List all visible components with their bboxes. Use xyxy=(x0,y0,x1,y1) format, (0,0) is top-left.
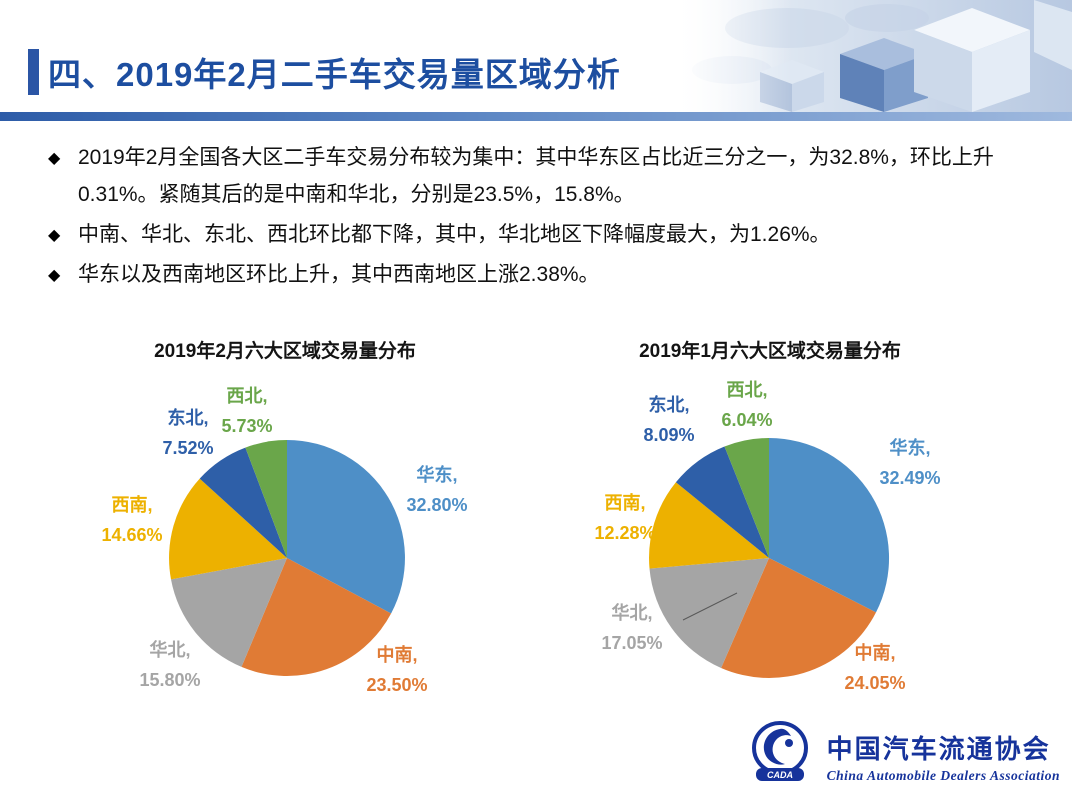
header-decorative-image xyxy=(672,0,1072,112)
pie-slice-huabei xyxy=(649,558,769,668)
pie-label-huadong: 华东, 32.80% xyxy=(406,465,468,515)
pie-label-huadong: 华东, 32.49% xyxy=(879,438,941,488)
bullet-text-2: 中南、华北、东北、西北环比都下降，其中，华北地区下降幅度最大，为1.26%。 xyxy=(78,223,831,246)
pie-slice-dongbei xyxy=(199,447,287,558)
pie-slice-dongbei xyxy=(675,446,769,558)
title-accent-bar xyxy=(28,49,39,95)
pie-slice-xinan xyxy=(169,478,287,580)
bullet-item-1: ◆ 2019年2月全国各大区二手车交易分布较为集中：其中华东区占比近三分之一，为… xyxy=(48,139,1028,213)
pie-label-xinan: 西南, 12.28% xyxy=(594,493,656,543)
pie-feb xyxy=(169,440,405,677)
bullet-text-3: 华东以及西南地区环比上升，其中西南地区上涨2.38%。 xyxy=(78,263,600,286)
cada-logo: CADA xyxy=(747,721,817,792)
bullet-item-2: ◆ 中南、华北、东北、西北环比都下降，其中，华北地区下降幅度最大，为1.26%。 xyxy=(48,216,1028,253)
pie-slice-xinan xyxy=(649,482,769,569)
chart-title-jan: 2019年1月六大区域交易量分布 xyxy=(639,341,901,362)
bullet-text-1: 2019年2月全国各大区二手车交易分布较为集中：其中华东区占比近三分之一，为32… xyxy=(78,146,994,206)
header-divider-bar xyxy=(0,112,1072,121)
pie-label-dongbei: 东北, 8.09% xyxy=(643,395,695,445)
org-name-block: 中国汽车流通协会 China Automobile Dealers Associ… xyxy=(827,729,1060,784)
bullet-list: ◆ 2019年2月全国各大区二手车交易分布较为集中：其中华东区占比近三分之一，为… xyxy=(48,139,1028,296)
cubes-illustration xyxy=(672,0,1072,112)
pie-label-zhongnan: 中南, 24.05% xyxy=(844,643,906,693)
bullet-item-3: ◆ 华东以及西南地区环比上升，其中西南地区上涨2.38%。 xyxy=(48,256,1028,293)
pie-slice-xibei xyxy=(245,440,287,558)
pie-label-dongbei: 东北, 7.52% xyxy=(162,408,214,458)
title-row: 四、2019年2月二手车交易量区域分析 xyxy=(28,48,621,96)
pie-jan xyxy=(649,437,890,678)
pie-label-zhongnan: 中南, 23.50% xyxy=(366,645,428,695)
pie-label-xibei: 西北, 6.04% xyxy=(721,380,773,430)
page-title: 四、2019年2月二手车交易量区域分析 xyxy=(48,56,621,93)
pie-slice-huadong xyxy=(287,440,405,614)
footer: CADA 中国汽车流通协会 China Automobile Dealers A… xyxy=(747,721,1060,792)
pie-label-huabei: 华北, 15.80% xyxy=(139,640,201,690)
diamond-bullet-icon: ◆ xyxy=(48,267,61,284)
pie-slice-zhongnan xyxy=(241,558,392,677)
label-leader-line xyxy=(682,592,738,621)
diamond-bullet-icon: ◆ xyxy=(48,150,61,167)
pie-label-xinan: 西南, 14.66% xyxy=(101,495,163,545)
org-name-cn: 中国汽车流通协会 xyxy=(826,735,1051,764)
pie-chart-jan-2019: 2019年1月六大区域交易量分布 华东, 32.49% 中南, 24.05% 华北, 17… xyxy=(545,330,995,715)
pie-slice-huadong xyxy=(769,438,890,613)
org-name-en: China Automobile Dealers Association xyxy=(826,768,1060,783)
pie-slice-huabei xyxy=(171,558,287,667)
pie-slice-zhongnan xyxy=(721,558,876,678)
pie-slice-xibei xyxy=(724,437,769,558)
diamond-bullet-icon: ◆ xyxy=(48,227,61,244)
slide-header: 四、2019年2月二手车交易量区域分析 xyxy=(0,0,1072,112)
chart-title-feb: 2019年2月六大区域交易量分布 xyxy=(154,341,416,362)
pie-chart-feb-2019: 2019年2月六大区域交易量分布 华东, 32.80% 中南, 23.50% 华北, 15… xyxy=(60,330,510,715)
pie-label-xibei: 西北, 5.73% xyxy=(221,386,273,436)
cada-logo-text: CADA xyxy=(767,770,793,780)
pie-label-huabei: 华北, 17.05% xyxy=(601,603,663,653)
cada-logo-icon: CADA xyxy=(751,721,808,781)
